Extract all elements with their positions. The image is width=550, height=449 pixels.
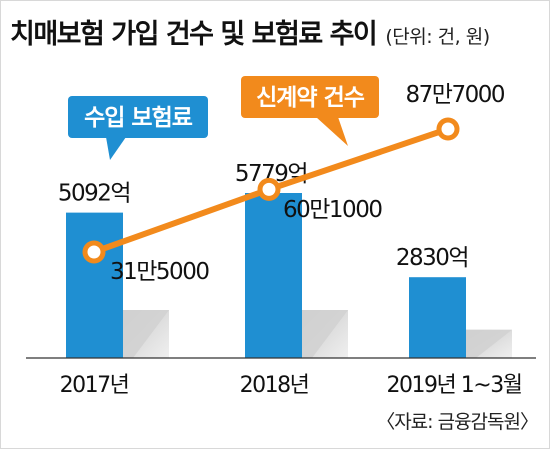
x-tick-label-2: 2018년 [240, 373, 309, 398]
line-series-callout-pointer [316, 117, 348, 146]
bar-series-callout-pointer [106, 137, 126, 160]
chart-title: 치매보험 가입 건수 및 보험료 추이 [10, 19, 378, 50]
line-point-3 [436, 117, 460, 141]
line-point-2 [257, 177, 281, 201]
line-series-callout-box [241, 76, 379, 118]
x-tick-label-3: 2019년 1~3월 [387, 373, 522, 398]
line-value-label-1: 31만5000 [110, 259, 209, 285]
bar-series-name: 수입 보험료 [84, 105, 193, 131]
line-series [82, 117, 460, 264]
line-series-callout: 신계약 건수 [241, 76, 379, 146]
line-value-label-3: 87만7000 [406, 82, 505, 108]
bar-series-callout: 수입 보험료 [68, 96, 208, 160]
line-value-label-2: 60만1000 [283, 197, 382, 223]
bar-3 [409, 277, 466, 358]
chart-header: 치매보험 가입 건수 및 보험료 추이 (단위: 건, 원) [10, 12, 542, 52]
line-point-1 [82, 240, 106, 264]
bar-value-label-1: 5092억 [58, 181, 130, 207]
chart-source: 〈자료: 금융감독원〉 [376, 411, 538, 433]
chart-unit-note: (단위: 건, 원) [385, 26, 490, 48]
bar-2 [245, 193, 302, 358]
x-axis-tick-labels: 2017년 2018년 2019년 1~3월 [60, 373, 524, 398]
bar-1 [66, 212, 123, 358]
bar-series-callout-box [68, 96, 208, 138]
x-tick-label-1: 2017년 [60, 373, 129, 398]
line-series-name: 신계약 건수 [256, 85, 365, 111]
line-value-labels: 31만5000 60만1000 87만7000 [110, 82, 506, 285]
bar-series [66, 193, 466, 358]
bar-value-label-3: 2830억 [396, 245, 468, 271]
